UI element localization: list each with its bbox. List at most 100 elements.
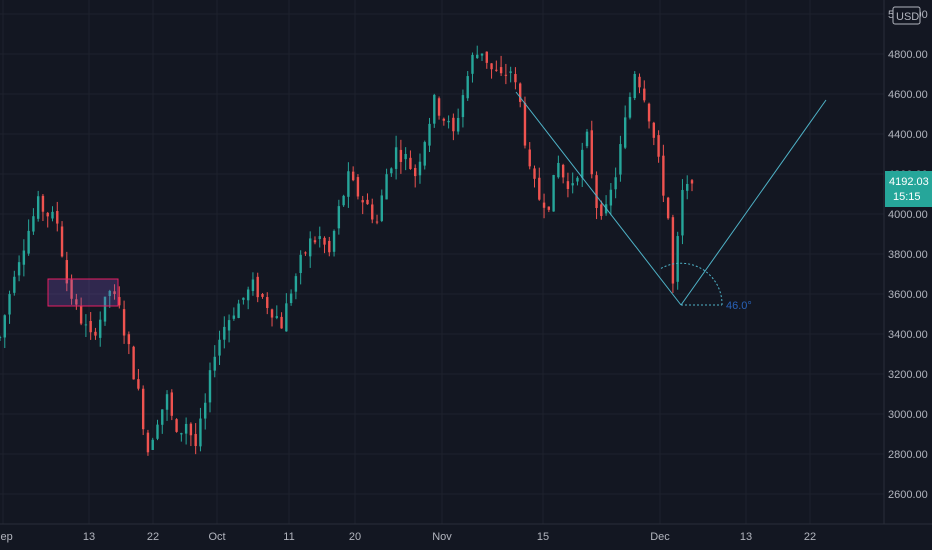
y-tick-label: 4600.00 — [888, 89, 928, 101]
candle-body — [108, 290, 111, 297]
candle-body — [242, 297, 245, 300]
candle-body — [571, 183, 574, 186]
candle-body — [122, 309, 126, 336]
candle-body — [385, 174, 388, 200]
candle-body — [99, 319, 102, 338]
candle-body — [170, 392, 174, 416]
candle-body — [585, 131, 589, 147]
candle-body — [666, 197, 670, 219]
candle-body — [213, 356, 216, 371]
candle-body — [652, 122, 656, 138]
candle-body — [542, 202, 546, 208]
candle-body — [371, 204, 374, 220]
candle-body — [375, 221, 379, 223]
y-tick-label: 3800.00 — [888, 249, 928, 261]
last-price-badge-bg — [885, 171, 932, 207]
candle-body — [423, 142, 426, 166]
candle-body — [51, 211, 54, 219]
candle-body — [514, 74, 517, 83]
candle-body — [261, 293, 264, 297]
x-tick-label: Dec — [650, 531, 670, 543]
candle-body — [476, 54, 479, 59]
candle-body — [433, 94, 436, 124]
y-tick-label: 4800.00 — [888, 49, 928, 61]
candle-body — [237, 303, 240, 318]
y-tick-label: 3000.00 — [888, 409, 928, 421]
candle-body — [84, 324, 88, 326]
candle-body — [246, 289, 250, 301]
candle-body — [56, 211, 59, 224]
candle-body — [442, 118, 446, 121]
y-tick-label: 2600.00 — [888, 489, 928, 501]
candle-body — [595, 175, 598, 209]
candle-body — [671, 217, 675, 284]
candle-body — [686, 184, 689, 191]
candle-body — [32, 216, 35, 232]
last-price-value: 4192.03 — [889, 176, 929, 188]
candle-body — [638, 76, 641, 88]
candle-body — [161, 409, 164, 425]
candle-body — [36, 196, 40, 219]
candle-body — [399, 149, 403, 162]
candle-body — [299, 254, 302, 274]
candle-body — [46, 212, 49, 217]
candle-body — [184, 423, 188, 434]
candle-body — [285, 303, 288, 332]
candle-body — [561, 164, 565, 178]
currency-button-bg — [892, 6, 921, 25]
highlight-box[interactable] — [47, 278, 119, 307]
chart-grid — [0, 0, 884, 524]
candle-body — [289, 293, 293, 304]
currency-button[interactable]: USD — [892, 6, 921, 25]
candle-body — [79, 306, 83, 324]
candle-body — [3, 315, 6, 338]
candle-body — [347, 171, 350, 197]
candle-body — [566, 181, 570, 189]
candle-body — [204, 402, 207, 419]
candle-body — [103, 296, 107, 322]
candle-body — [600, 204, 603, 216]
trendline-up[interactable] — [680, 99, 827, 306]
candle-body — [94, 331, 97, 336]
y-tick-label: 3400.00 — [888, 329, 928, 341]
candle-body — [8, 294, 11, 315]
candle-body — [223, 326, 226, 340]
trendline-down[interactable] — [515, 91, 682, 306]
candle-body — [490, 63, 493, 70]
candle-body — [180, 433, 183, 435]
candle-body — [118, 297, 121, 306]
candle-body — [361, 200, 364, 203]
candle-body — [499, 67, 503, 74]
candle-body — [199, 418, 202, 447]
candle-body — [504, 74, 508, 76]
candle-body — [70, 279, 73, 299]
candle-body — [332, 230, 336, 252]
candle-body — [676, 236, 679, 282]
x-tick-label: 11 — [283, 531, 294, 543]
time-axis[interactable]: Sep 13 22 Oct 11 20 Nov 15 Dec 13 22 — [0, 531, 816, 543]
x-tick-label: 13 — [740, 531, 752, 543]
candle-body — [447, 120, 450, 123]
candle-body — [466, 76, 469, 99]
candle-body — [227, 320, 231, 331]
candle-body — [22, 250, 26, 265]
candles-layer — [0, 45, 694, 456]
candle-body — [328, 240, 331, 253]
candle-body — [137, 379, 140, 389]
candle-body — [456, 117, 460, 132]
candle-body — [280, 316, 283, 329]
y-tick-label: 4000.00 — [888, 209, 928, 221]
candle-body — [356, 177, 360, 197]
candle-body — [437, 98, 441, 116]
candle-body — [681, 189, 684, 236]
candle-body — [146, 432, 150, 453]
candle-body — [313, 240, 317, 243]
candle-body — [623, 117, 627, 148]
candle-body — [619, 144, 622, 175]
candle-body — [13, 276, 16, 293]
x-tick-label: 15 — [537, 531, 549, 543]
candle-body — [232, 315, 236, 319]
candle-body — [294, 276, 298, 292]
candle-body — [342, 195, 345, 206]
